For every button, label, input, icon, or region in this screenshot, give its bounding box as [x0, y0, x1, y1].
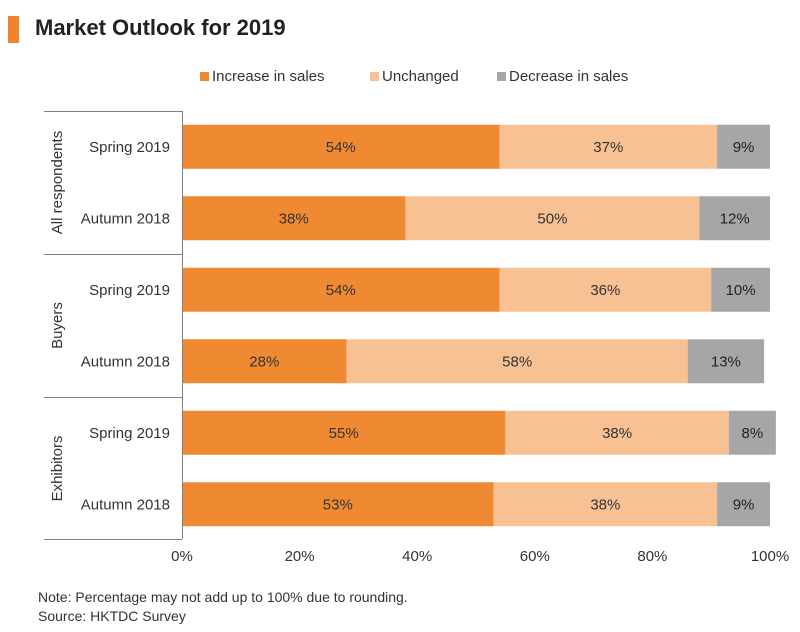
data-label: 38% — [602, 425, 632, 442]
data-label: 50% — [537, 210, 567, 227]
legend-swatch — [497, 72, 506, 81]
legend-swatch — [200, 72, 209, 81]
data-label: 13% — [711, 353, 741, 370]
bar-segment — [728, 410, 776, 455]
bar-segment — [182, 124, 500, 169]
bar-segment — [493, 482, 718, 527]
group-label: Exhibitors — [49, 436, 66, 502]
data-label: 8% — [742, 425, 764, 442]
x-tick-label: 60% — [520, 548, 550, 565]
legend-label: Increase in sales — [212, 68, 325, 85]
data-label: 28% — [249, 353, 279, 370]
data-label: 36% — [590, 282, 620, 299]
bar-segment — [711, 267, 770, 312]
source-note: Source: HKTDC Survey — [38, 608, 186, 624]
group-label: All respondents — [49, 131, 66, 234]
bar-segment — [687, 339, 765, 384]
bar-segment — [717, 482, 770, 527]
data-label: 54% — [326, 282, 356, 299]
bar-segment — [182, 410, 506, 455]
legend-label: Decrease in sales — [509, 68, 628, 85]
category-label: Spring 2019 — [89, 425, 170, 442]
x-tick-label: 80% — [637, 548, 667, 565]
bar-segment — [499, 124, 718, 169]
legend-label: Unchanged — [382, 68, 459, 85]
footnote: Note: Percentage may not add up to 100% … — [38, 589, 408, 605]
category-label: Autumn 2018 — [81, 496, 170, 513]
data-label: 38% — [279, 210, 309, 227]
bar-segment — [405, 196, 700, 241]
bar-segment — [182, 196, 406, 241]
data-label: 38% — [590, 496, 620, 513]
category-label: Spring 2019 — [89, 139, 170, 156]
bar-segment — [346, 339, 688, 384]
data-label: 53% — [323, 496, 353, 513]
x-tick-label: 20% — [285, 548, 315, 565]
bar-segment — [182, 339, 347, 384]
legend-swatch — [370, 72, 379, 81]
title-marker — [8, 16, 19, 43]
data-label: 10% — [726, 282, 756, 299]
data-label: 54% — [326, 139, 356, 156]
bar-segment — [182, 482, 494, 527]
bar-segment — [505, 410, 729, 455]
category-label: Autumn 2018 — [81, 210, 170, 227]
bar-segment — [182, 267, 500, 312]
data-label: 9% — [733, 139, 755, 156]
bar-segment — [499, 267, 712, 312]
x-tick-label: 100% — [751, 548, 789, 565]
data-label: 55% — [329, 425, 359, 442]
data-label: 58% — [502, 353, 532, 370]
category-label: Autumn 2018 — [81, 353, 170, 370]
x-tick-label: 0% — [171, 548, 193, 565]
data-label: 37% — [593, 139, 623, 156]
category-label: Spring 2019 — [89, 282, 170, 299]
chart-title: Market Outlook for 2019 — [35, 15, 286, 40]
bar-segment — [717, 124, 770, 169]
data-label: 12% — [720, 210, 750, 227]
bar-segment — [699, 196, 770, 241]
x-tick-label: 40% — [402, 548, 432, 565]
data-label: 9% — [733, 496, 755, 513]
group-label: Buyers — [49, 302, 66, 349]
